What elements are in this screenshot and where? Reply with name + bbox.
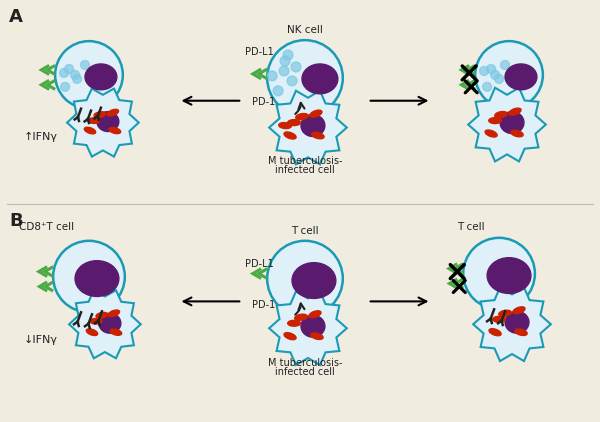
Ellipse shape [302, 64, 338, 94]
Ellipse shape [96, 312, 108, 318]
Circle shape [280, 56, 290, 66]
Ellipse shape [311, 333, 323, 339]
Ellipse shape [90, 319, 102, 324]
Circle shape [65, 65, 74, 73]
Circle shape [61, 82, 70, 91]
Ellipse shape [515, 329, 527, 335]
Circle shape [53, 241, 125, 312]
Circle shape [273, 86, 283, 96]
Circle shape [479, 66, 488, 76]
Ellipse shape [310, 110, 322, 117]
Ellipse shape [301, 115, 325, 136]
Ellipse shape [107, 109, 119, 116]
Ellipse shape [493, 316, 505, 322]
Ellipse shape [110, 329, 122, 335]
Ellipse shape [284, 333, 296, 340]
Ellipse shape [99, 313, 121, 333]
Circle shape [463, 238, 535, 309]
Text: NK cell: NK cell [287, 25, 323, 35]
Ellipse shape [489, 329, 501, 336]
Text: T cell: T cell [291, 226, 319, 236]
Circle shape [500, 60, 509, 70]
Ellipse shape [489, 118, 502, 124]
Ellipse shape [495, 111, 508, 118]
Circle shape [287, 76, 297, 86]
Ellipse shape [499, 310, 511, 316]
Text: CD8⁺T cell: CD8⁺T cell [19, 222, 74, 232]
Circle shape [80, 60, 89, 70]
Circle shape [279, 66, 289, 76]
Circle shape [494, 74, 503, 84]
Text: PD-1: PD-1 [252, 300, 275, 310]
Ellipse shape [295, 314, 307, 320]
Text: PD-L1: PD-L1 [245, 47, 274, 57]
Circle shape [482, 82, 491, 91]
Polygon shape [67, 89, 139, 157]
Ellipse shape [292, 262, 336, 298]
Circle shape [71, 70, 80, 79]
Circle shape [73, 74, 82, 84]
Polygon shape [69, 290, 141, 358]
Ellipse shape [279, 122, 292, 129]
Ellipse shape [296, 114, 308, 120]
Polygon shape [269, 91, 347, 165]
Text: T cell: T cell [457, 222, 485, 232]
Ellipse shape [487, 258, 531, 293]
Polygon shape [473, 287, 551, 361]
Ellipse shape [301, 315, 325, 337]
Polygon shape [468, 88, 546, 162]
Circle shape [55, 41, 123, 109]
Text: M tuberculosis-: M tuberculosis- [268, 358, 342, 368]
Circle shape [59, 68, 68, 77]
Ellipse shape [84, 127, 95, 134]
Text: infected cell: infected cell [275, 367, 335, 377]
Ellipse shape [309, 311, 321, 318]
Ellipse shape [108, 310, 119, 316]
Text: A: A [10, 8, 23, 26]
Text: infected cell: infected cell [275, 165, 335, 175]
Text: M tuberculosis-: M tuberculosis- [268, 156, 342, 166]
Circle shape [487, 65, 496, 73]
Circle shape [283, 50, 293, 60]
Text: ↑IFNγ: ↑IFNγ [23, 133, 57, 143]
Ellipse shape [94, 112, 106, 118]
Ellipse shape [505, 64, 537, 90]
Text: B: B [10, 212, 23, 230]
Ellipse shape [509, 108, 521, 115]
Ellipse shape [485, 130, 497, 137]
Ellipse shape [500, 112, 524, 133]
Text: PD-L1: PD-L1 [245, 259, 274, 269]
Ellipse shape [75, 261, 119, 296]
Ellipse shape [312, 132, 324, 139]
Ellipse shape [85, 64, 117, 90]
Circle shape [267, 40, 343, 116]
Circle shape [291, 62, 301, 72]
Ellipse shape [86, 329, 98, 335]
Ellipse shape [88, 118, 100, 123]
Ellipse shape [284, 132, 296, 139]
Ellipse shape [109, 127, 121, 134]
Text: ↓IFNγ: ↓IFNγ [23, 335, 57, 345]
Ellipse shape [287, 320, 301, 326]
Circle shape [267, 241, 343, 316]
Ellipse shape [287, 119, 301, 125]
Ellipse shape [513, 307, 525, 314]
Circle shape [267, 71, 277, 81]
Ellipse shape [511, 130, 523, 137]
Text: PD-1: PD-1 [252, 97, 275, 107]
Ellipse shape [97, 112, 119, 132]
Polygon shape [269, 291, 347, 365]
Ellipse shape [505, 311, 529, 333]
Circle shape [475, 41, 543, 109]
Circle shape [491, 70, 500, 79]
